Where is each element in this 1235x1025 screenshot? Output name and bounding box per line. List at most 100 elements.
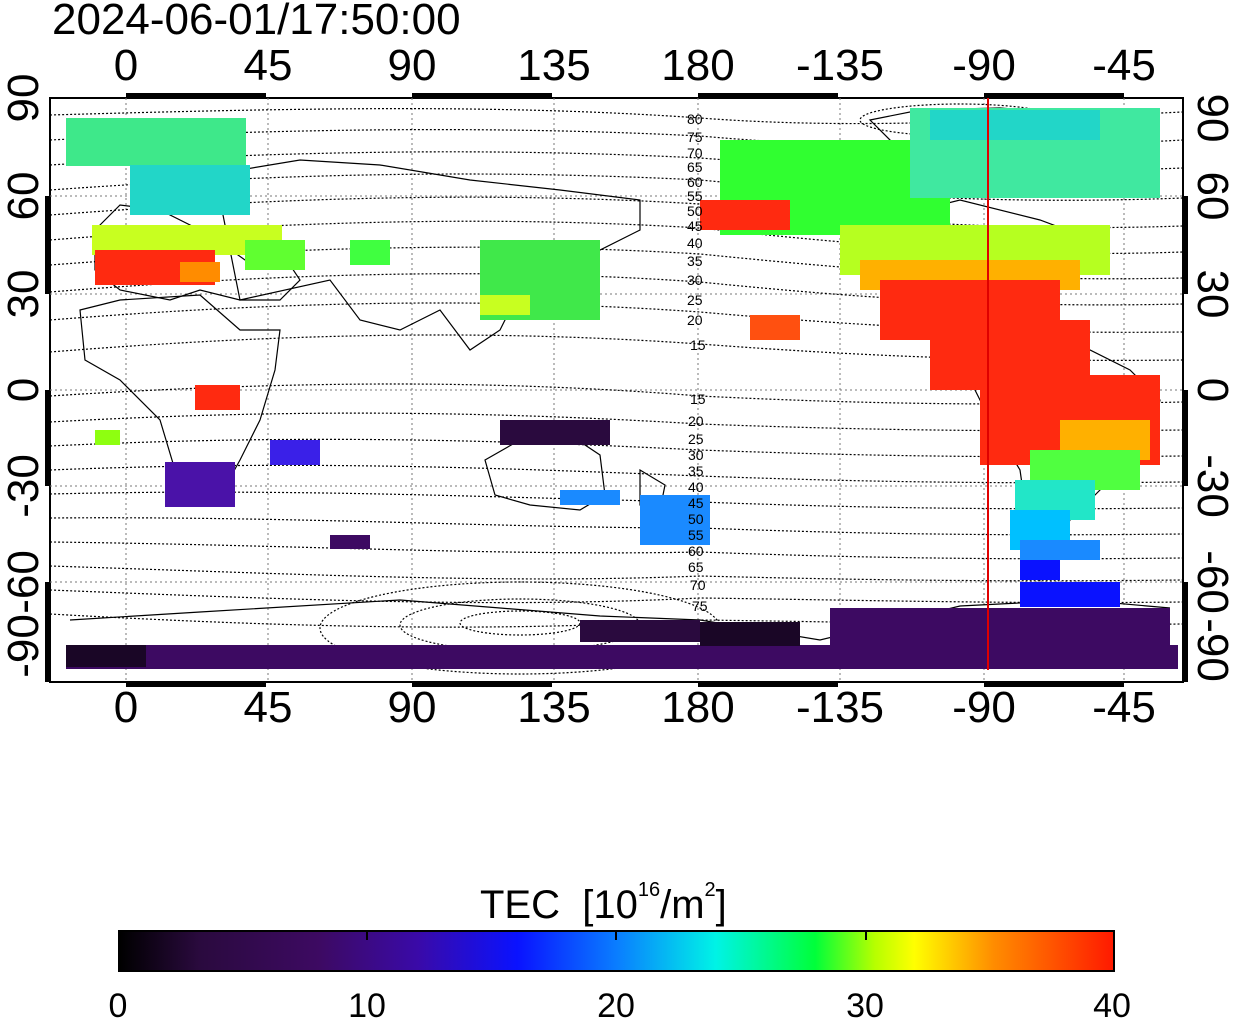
left-lat-label: 0 <box>0 378 48 402</box>
bottom-lon-label: 135 <box>517 683 591 732</box>
tec-patch <box>270 440 320 465</box>
tec-patch <box>350 240 390 265</box>
right-lat-label: 90 <box>1188 94 1235 143</box>
contour-label: 65 <box>688 559 704 575</box>
right-lat-label: 30 <box>1188 270 1235 319</box>
right-lat-label: -90 <box>1188 618 1235 682</box>
contour-label: 60 <box>687 174 703 190</box>
contour-label: 20 <box>688 413 704 429</box>
right-latitude-labels: 90 60 30 0 -30 -60 -90 <box>1188 94 1235 682</box>
colorbar-tick-label: 10 <box>348 987 386 1025</box>
top-lon-label: 0 <box>113 41 139 90</box>
right-lat-label: -60 <box>1188 550 1235 614</box>
colorbar-title-text: TEC <box>480 883 560 927</box>
left-lat-label: -30 <box>0 454 48 518</box>
contour-label: 15 <box>690 391 706 407</box>
colorbar-unit-mid: /m <box>660 883 705 927</box>
contour-label: 40 <box>687 235 703 251</box>
tec-patch <box>195 385 240 410</box>
right-lat-label: 60 <box>1188 172 1235 221</box>
left-lat-label: 90 <box>0 74 48 123</box>
colorbar-tick-label: 20 <box>597 987 635 1025</box>
edge-ticks <box>45 93 1188 687</box>
contour-label: 70 <box>687 145 703 161</box>
top-lon-label: -135 <box>795 41 885 90</box>
left-lat-label: 60 <box>0 172 48 221</box>
bottom-lon-label: 0 <box>113 683 139 732</box>
contour-label: 50 <box>688 511 704 527</box>
tec-data <box>66 108 1178 669</box>
contour-label: 25 <box>688 431 704 447</box>
tec-patch <box>580 620 700 642</box>
tec-patch <box>95 430 120 445</box>
tec-patch <box>560 490 620 505</box>
top-lon-label: -45 <box>1092 41 1156 90</box>
contour-label-group: 80 75 70 65 60 55 50 45 40 35 30 25 20 1… <box>687 111 708 614</box>
tec-patch <box>1020 560 1060 580</box>
contour-label: 40 <box>688 479 704 495</box>
bottom-lon-label: -45 <box>1092 683 1156 732</box>
left-latitude-labels: 90 60 30 0 -30 -60 -90 <box>0 74 48 678</box>
left-lat-label: -60 <box>0 550 48 614</box>
contour-label: 60 <box>688 543 704 559</box>
bottom-lon-label: 180 <box>661 683 735 732</box>
contour-label: 45 <box>688 495 704 511</box>
tec-patch <box>930 110 1100 140</box>
colorbar-tick <box>366 932 368 940</box>
tec-patch <box>700 622 800 646</box>
top-lon-label: 45 <box>243 41 293 90</box>
contour-label: 75 <box>687 129 703 145</box>
bottom-lon-label: -135 <box>795 683 885 732</box>
contour-label: 65 <box>687 159 703 175</box>
bottom-lon-label: 45 <box>243 683 293 732</box>
tec-patch <box>180 262 220 282</box>
contour-label: 45 <box>687 218 703 234</box>
colorbar-tick-label: 0 <box>108 987 128 1025</box>
tec-patch <box>130 165 250 215</box>
right-lat-label: 0 <box>1188 378 1235 402</box>
top-lon-label: 135 <box>517 41 591 90</box>
tec-patch <box>330 535 370 549</box>
tec-patch <box>245 240 305 270</box>
contour-label: 15 <box>690 337 706 353</box>
contour-label: 35 <box>688 463 704 479</box>
contour-label: 55 <box>687 188 703 204</box>
colorbar-title: TEC [1016/m2] <box>480 866 727 929</box>
tec-patch <box>700 200 790 230</box>
top-lon-label: 90 <box>387 41 437 90</box>
colorbar <box>118 930 1115 972</box>
contour-label: 70 <box>690 577 706 593</box>
top-lon-label: 180 <box>661 41 735 90</box>
right-lat-label: -30 <box>1188 454 1235 518</box>
tec-patch <box>830 608 1170 648</box>
tec-patch <box>640 495 710 545</box>
top-lon-label: -90 <box>952 41 1016 90</box>
contour-label: 55 <box>688 527 704 543</box>
contour-label: 80 <box>687 111 703 127</box>
colorbar-tick-label: 40 <box>1093 987 1131 1025</box>
tec-patch <box>66 645 146 667</box>
left-lat-label: -90 <box>0 614 48 678</box>
timestamp: 2024-06-01/17:50:00 <box>52 0 461 44</box>
tec-patch <box>500 420 610 445</box>
tec-patch <box>66 645 1178 669</box>
contour-label: 75 <box>692 598 708 614</box>
colorbar-tick-label: 30 <box>846 987 884 1025</box>
contour-label: 35 <box>687 253 703 269</box>
colorbar-tick <box>865 932 867 940</box>
colorbar-unit-exp2: 2 <box>704 879 716 901</box>
tec-patch <box>750 315 800 340</box>
contour-label: 30 <box>687 272 703 288</box>
left-lat-label: 30 <box>0 270 48 319</box>
tec-patch <box>1020 540 1100 560</box>
contour-label: 25 <box>687 292 703 308</box>
bottom-lon-label: -90 <box>952 683 1016 732</box>
bottom-lon-label: 90 <box>387 683 437 732</box>
colorbar-unit-prefix: [10 <box>582 883 638 927</box>
tec-patch <box>1020 582 1120 607</box>
colorbar-unit-exp1: 16 <box>637 879 661 901</box>
contour-label: 30 <box>688 447 704 463</box>
colorbar-unit-suffix: ] <box>715 883 727 927</box>
tec-patch <box>165 462 235 507</box>
